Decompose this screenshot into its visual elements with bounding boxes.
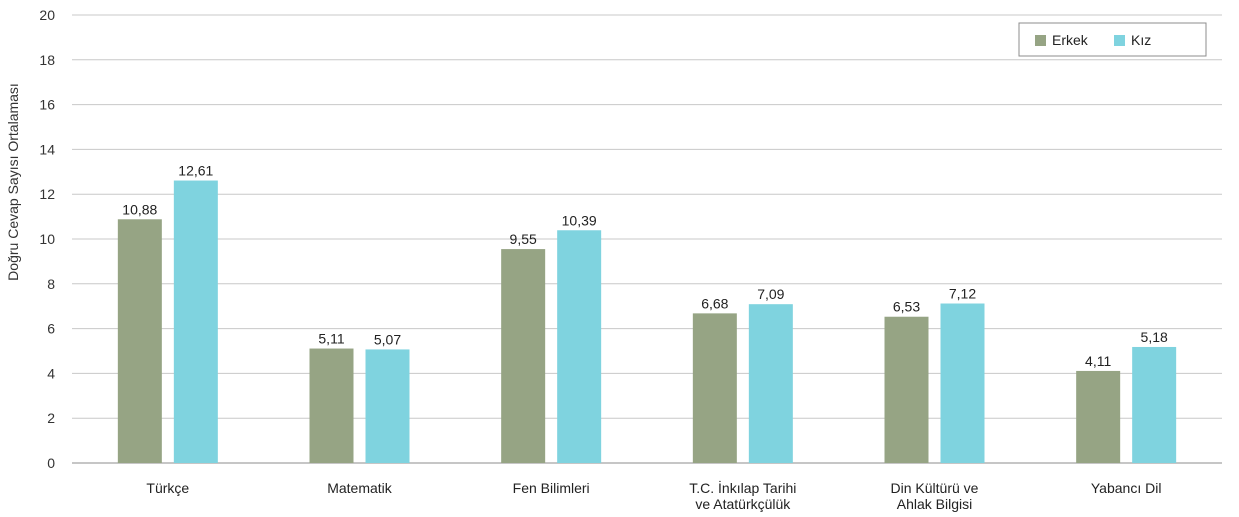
data-label: 10,39 (562, 212, 597, 228)
data-labels: 10,88 12,61 5,11 5,07 9,55 10,39 6,68 7,09 6,53 7… (122, 163, 1168, 369)
category-label: Din Kültürü ve (891, 480, 979, 496)
bar-kız (940, 303, 985, 463)
y-axis-ticks: 0 2 4 6 8 10 12 14 16 18 20 (39, 7, 55, 471)
y-axis-title: Doğru Cevap Sayısı Ortalaması (5, 83, 21, 281)
bar-erkek (117, 219, 162, 463)
data-label: 5,07 (374, 331, 401, 347)
data-label: 7,12 (949, 286, 976, 302)
y-tick-label: 14 (39, 141, 55, 157)
data-label: 6,68 (701, 295, 728, 311)
y-tick-label: 0 (47, 455, 55, 471)
data-label: 7,09 (757, 286, 784, 302)
category-label: ve Atatürkçülük (695, 496, 791, 512)
y-tick-label: 20 (39, 7, 55, 23)
y-tick-label: 8 (47, 276, 55, 292)
bar-kız (173, 180, 218, 463)
bar-kız (365, 349, 410, 463)
y-tick-label: 2 (47, 410, 55, 426)
category-label: Türkçe (146, 480, 189, 496)
data-label: 10,88 (122, 201, 157, 217)
legend-swatch-kız (1114, 35, 1125, 46)
data-label: 5,11 (318, 331, 344, 347)
category-label: Matematik (327, 480, 393, 496)
data-label: 9,55 (510, 231, 537, 247)
bar-erkek (884, 316, 929, 463)
legend-box (1018, 22, 1207, 57)
y-tick-label: 6 (47, 321, 55, 337)
data-label: 12,61 (178, 163, 213, 179)
bar-kız (557, 230, 602, 463)
data-label: 5,18 (1141, 329, 1168, 345)
category-label: Yabancı Dil (1091, 480, 1162, 496)
y-tick-label: 12 (39, 186, 55, 202)
data-label: 6,53 (893, 299, 920, 315)
category-label: Fen Bilimleri (513, 480, 590, 496)
x-axis-categories: Türkçe Matematik Fen Bilimleri T.C. İnkılap… (146, 479, 1161, 512)
category-label: T.C. İnkılap Tarihi (689, 479, 796, 496)
bar-kız (748, 304, 793, 463)
legend-label-kız: Kız (1131, 32, 1151, 48)
y-tick-label: 16 (39, 97, 55, 113)
bars (117, 180, 1177, 463)
legend-label-erkek: Erkek (1052, 32, 1089, 48)
bar-erkek (1076, 370, 1121, 463)
bar-erkek (309, 348, 354, 463)
grid-lines (72, 14, 1222, 464)
y-tick-label: 18 (39, 52, 55, 68)
data-label: 4,11 (1085, 353, 1111, 369)
bar-erkek (692, 313, 737, 463)
legend-swatch-erkek (1035, 35, 1046, 46)
y-tick-label: 4 (47, 365, 55, 381)
category-label: Ahlak Bilgisi (897, 496, 972, 512)
y-tick-label: 10 (39, 231, 55, 247)
bar-kız (1132, 346, 1177, 463)
legend: Erkek Kız (1018, 22, 1207, 57)
bar-erkek (501, 249, 546, 463)
